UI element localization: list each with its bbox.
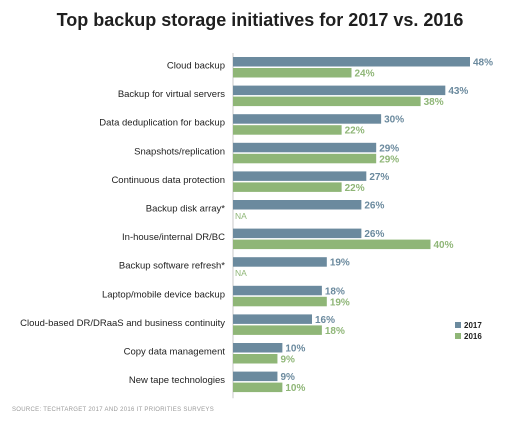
- category-label: Backup software refresh*: [119, 261, 225, 272]
- bar-2017: [233, 114, 382, 124]
- legend-label-2017: 2017: [464, 321, 482, 330]
- category-label: In-house/internal DR/BC: [122, 232, 225, 243]
- data-label-2017: 18%: [325, 286, 345, 297]
- data-label-2016: 38%: [424, 97, 444, 108]
- bar-2017: [233, 228, 362, 239]
- category-label: New tape technologies: [129, 375, 225, 386]
- data-label-2016: 9%: [280, 355, 295, 366]
- legend-label-2016: 2016: [464, 332, 482, 341]
- category-label: Cloud backup: [167, 61, 225, 72]
- data-label-2016: 10%: [285, 383, 305, 394]
- category-label: Copy data management: [124, 347, 226, 358]
- bar-2016: [233, 239, 431, 250]
- chart-source: SOURCE: TECHTARGET 2017 AND 2016 IT PRIO…: [12, 407, 215, 413]
- data-label-2016: 22%: [345, 126, 365, 137]
- data-label-2017: 29%: [379, 143, 399, 154]
- category-label: Backup disk array*: [146, 204, 226, 215]
- bar-2016: [233, 182, 342, 192]
- bar-2017: [233, 57, 470, 67]
- category-label: Continuous data protection: [111, 175, 225, 186]
- data-label-2017: 10%: [285, 344, 305, 355]
- data-label-2017: 43%: [448, 86, 468, 97]
- data-label-2017: 48%: [473, 58, 493, 69]
- legend-swatch-2017: [455, 322, 461, 328]
- category-label: Data deduplication for backup: [99, 118, 225, 129]
- bar-2017: [233, 314, 312, 324]
- data-label-2016: NA: [235, 268, 247, 278]
- bar-2016: [233, 354, 278, 364]
- bar-2016: [233, 125, 342, 135]
- category-label: Snapshots/replication: [134, 146, 225, 157]
- category-label: Laptop/mobile device backup: [102, 289, 225, 300]
- bar-2016: [233, 153, 377, 164]
- data-label-2016: 22%: [345, 183, 365, 194]
- data-label-2017: 16%: [315, 315, 335, 326]
- bar-2016: [233, 325, 322, 335]
- data-label-2017: 30%: [384, 115, 404, 126]
- bar-2017: [233, 285, 322, 296]
- category-label: Cloud-based DR/DRaaS and business contin…: [20, 318, 225, 329]
- bar-2016: [233, 96, 421, 107]
- bar-2016: [233, 382, 283, 393]
- data-label-2017: 19%: [330, 258, 350, 269]
- data-label-2017: 26%: [364, 229, 384, 240]
- bar-2016: [233, 68, 352, 78]
- bar-2017: [233, 142, 377, 153]
- chart-title: Top backup storage initiatives for 2017 …: [56, 10, 464, 30]
- bar-2017: [233, 85, 446, 96]
- bar-2017: [233, 200, 362, 210]
- data-label-2016: 18%: [325, 326, 345, 337]
- bar-2017: [233, 371, 278, 382]
- data-label-2016: NA: [235, 211, 247, 221]
- data-label-2016: 24%: [355, 69, 375, 80]
- data-label-2016: 19%: [330, 297, 350, 308]
- data-label-2016: 29%: [379, 154, 399, 165]
- bar-2017: [233, 343, 283, 353]
- data-label-2017: 9%: [280, 372, 295, 383]
- bar-2017: [233, 171, 367, 181]
- category-label: Backup for virtual servers: [118, 89, 225, 100]
- bar-2017: [233, 257, 327, 267]
- bar-2016: [233, 296, 327, 307]
- data-label-2017: 26%: [364, 201, 384, 212]
- legend-swatch-2016: [455, 333, 461, 339]
- data-label-2016: 40%: [434, 240, 454, 251]
- data-label-2017: 27%: [369, 172, 389, 183]
